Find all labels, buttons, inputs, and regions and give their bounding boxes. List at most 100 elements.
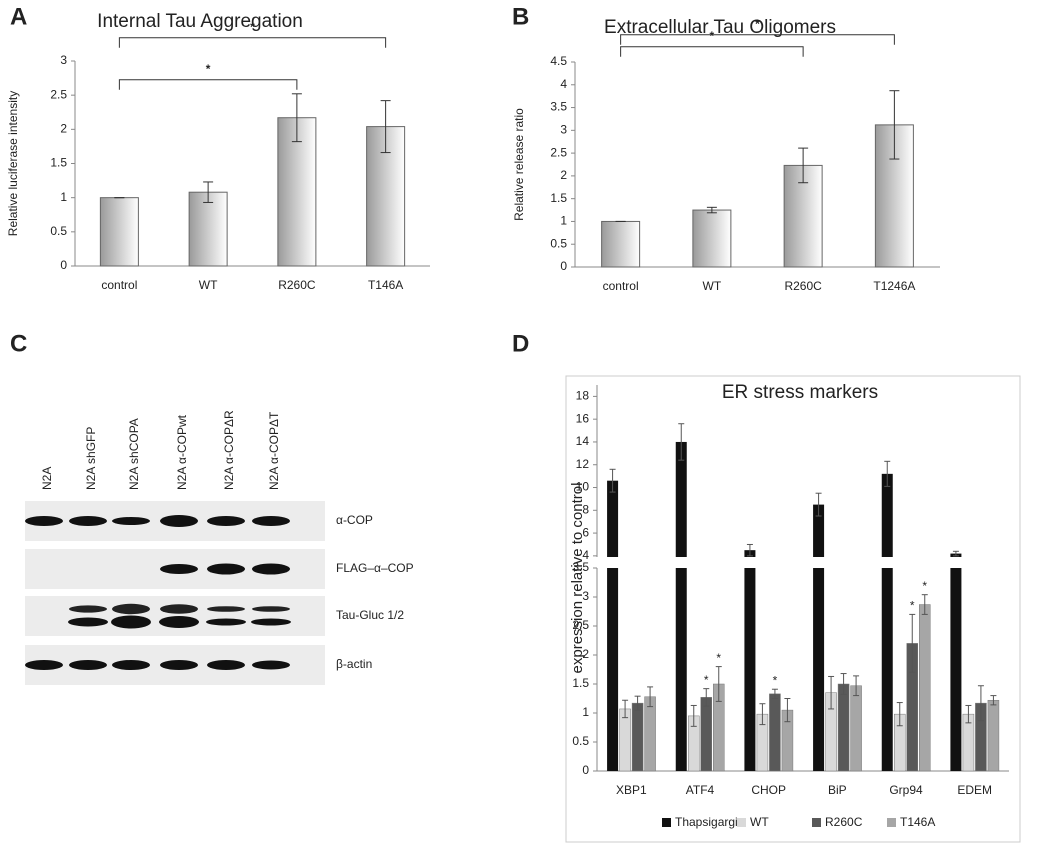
band-label: Tau-Gluc 1/2 [336, 608, 404, 622]
bar-lower [813, 568, 825, 771]
bar [675, 441, 687, 557]
y-tick-label: 0.5 [50, 224, 67, 238]
lane-label: N2A [40, 467, 54, 490]
blot-band [112, 660, 150, 670]
blot-band [160, 564, 198, 574]
bar [277, 117, 317, 267]
bar-lower [607, 568, 619, 771]
blot-band [69, 516, 107, 526]
y-tick-label: 3.5 [550, 100, 567, 114]
band-label: α-COP [336, 513, 373, 527]
y-tick-label: 1 [582, 705, 589, 719]
error-bar [921, 594, 928, 615]
band-label: FLAG–α–COP [336, 561, 414, 575]
error-bar [889, 90, 900, 160]
bar [881, 473, 893, 557]
blot-band [251, 618, 291, 626]
y-tick-label: 6 [582, 525, 589, 539]
x-tick-label: WT [199, 278, 218, 292]
significance-bracket [118, 79, 298, 90]
blot-band [252, 606, 290, 612]
lane-label: N2A α-COPΔT [267, 411, 281, 490]
y-tick-label: 3 [60, 53, 67, 67]
error-bar [703, 688, 710, 707]
x-tick-label: WT [703, 279, 722, 293]
y-tick-label: 2.5 [50, 87, 67, 101]
error-bar [853, 675, 860, 697]
panel-label: C [10, 330, 27, 357]
y-tick-label: 1.5 [550, 191, 567, 205]
bar [813, 504, 825, 557]
bar [919, 604, 931, 772]
y-tick-label: 1.5 [50, 156, 67, 170]
error-bar [715, 666, 722, 702]
error-bar [203, 181, 214, 203]
bar [619, 708, 631, 772]
blot-band [207, 516, 245, 526]
y-tick-label: 12 [576, 457, 590, 471]
blot-band [111, 615, 151, 629]
bar [987, 699, 1000, 772]
x-tick-label: R260C [278, 278, 316, 292]
bar [601, 220, 641, 268]
x-tick-label: ATF4 [686, 783, 715, 797]
y-tick-label: 3.5 [572, 560, 589, 574]
error-bar [634, 695, 641, 711]
error-bar [840, 673, 847, 695]
bar [188, 191, 228, 267]
y-tick-label: 0 [582, 763, 589, 777]
legend-label: Thapsigargin [675, 815, 744, 829]
significance-bracket [118, 37, 387, 48]
y-tick-label: 2.5 [572, 618, 589, 632]
lane-label: N2A α-COPΔR [222, 410, 236, 490]
error-bar [771, 688, 778, 699]
x-tick-label: control [101, 278, 137, 292]
significance-label: * [704, 673, 709, 687]
y-tick-label: 0 [560, 259, 567, 273]
bar [850, 685, 862, 772]
bar [692, 209, 732, 268]
y-tick-label: 16 [576, 411, 590, 425]
error-bar [622, 699, 629, 719]
lane-label: N2A α-COPwt [175, 414, 189, 490]
blot-band [252, 516, 290, 526]
lane-label: N2A shCOPA [127, 418, 141, 490]
y-tick-label: 10 [576, 480, 590, 494]
error-bar [977, 685, 984, 722]
bar [837, 683, 850, 772]
blot-band [160, 604, 198, 614]
significance-label: * [716, 651, 721, 665]
bar-lower [950, 568, 962, 771]
bar-lower [881, 568, 893, 771]
error-bar [678, 423, 685, 461]
blot-band [25, 660, 63, 670]
blot-band [160, 515, 198, 527]
error-bar [990, 695, 997, 706]
blot-band [160, 660, 198, 670]
y-tick-label: 0.5 [572, 734, 589, 748]
panel-label: A [10, 3, 27, 30]
y-axis-label: expression relative to control [569, 483, 586, 674]
y-tick-label: 2 [582, 647, 589, 661]
significance-bracket [620, 34, 895, 45]
bar [700, 697, 712, 772]
error-bar [828, 675, 835, 710]
error-bar [784, 698, 791, 723]
significance-label: * [922, 579, 927, 593]
y-tick-label: 1 [60, 190, 67, 204]
y-tick-label: 4.5 [550, 54, 567, 68]
legend-label: WT [750, 815, 769, 829]
blot-band [207, 606, 245, 612]
y-tick-label: 0 [60, 258, 67, 272]
y-tick-label: 4 [560, 77, 567, 91]
x-tick-label: T1246A [873, 279, 915, 293]
legend-swatch [812, 818, 821, 827]
error-bar [291, 93, 302, 143]
significance-label: * [910, 599, 915, 613]
blot-band [69, 660, 107, 670]
blot-band [206, 618, 246, 626]
x-tick-label: T146A [368, 278, 403, 292]
legend-swatch [662, 818, 671, 827]
x-tick-label: Grp94 [889, 783, 923, 797]
x-tick-label: BiP [828, 783, 847, 797]
